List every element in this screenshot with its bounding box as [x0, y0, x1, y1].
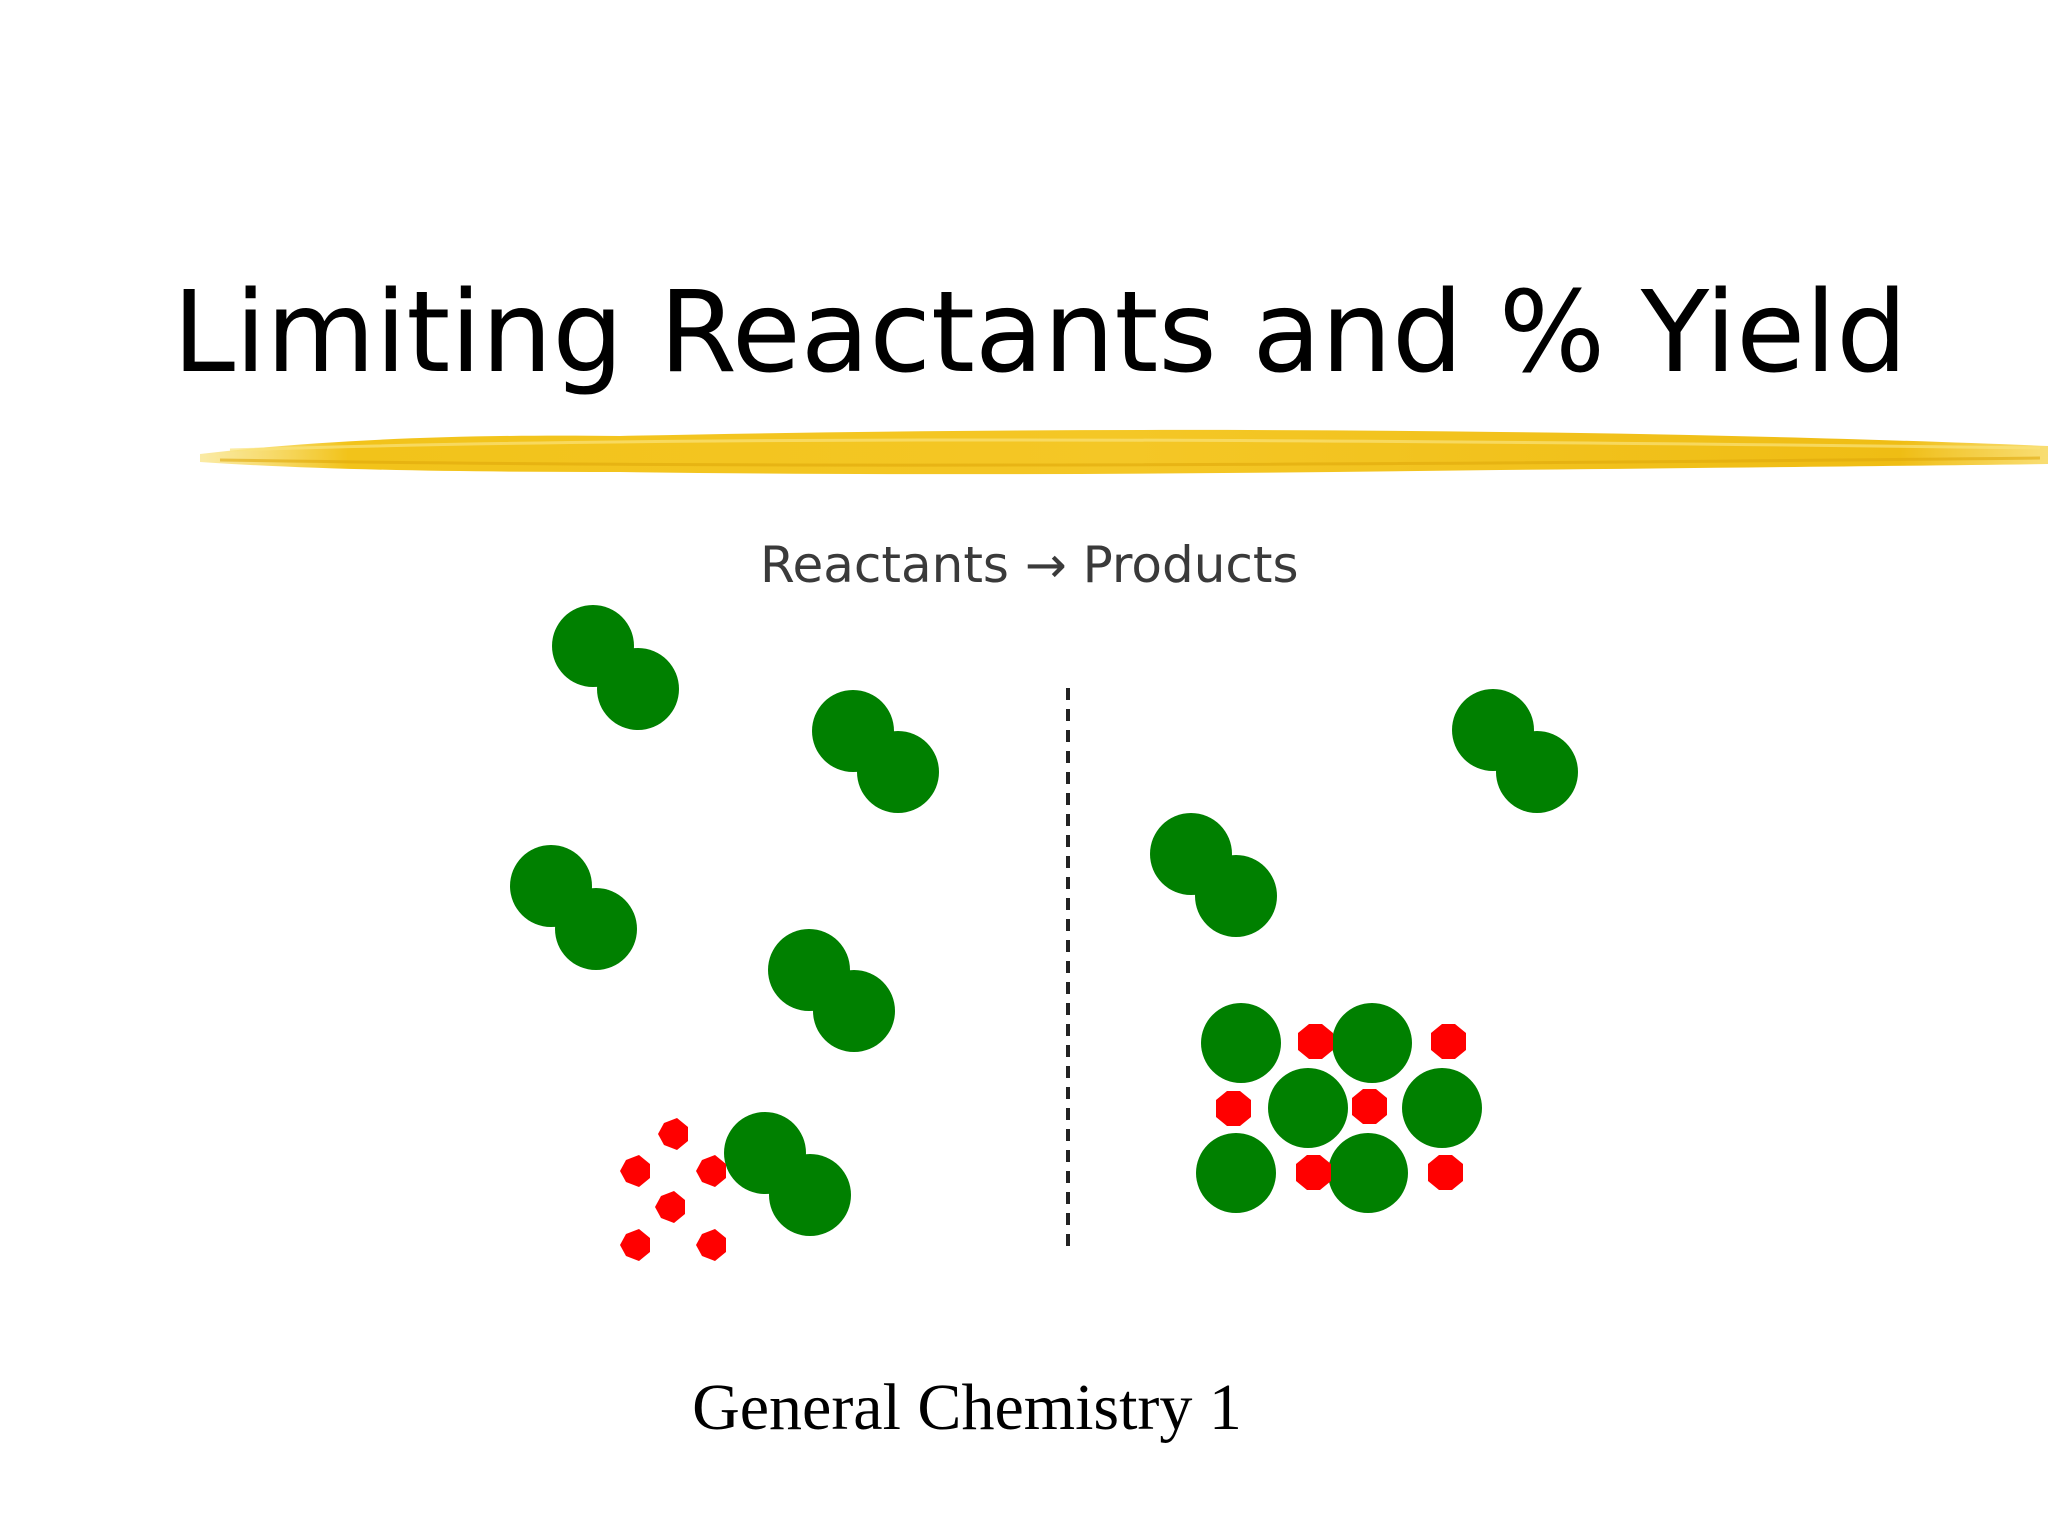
reactant-red-atoms [620, 1118, 726, 1261]
reactant-green-molecule [812, 690, 939, 813]
reaction-diagram [510, 605, 1578, 1261]
reactant-green-molecule [510, 845, 637, 970]
reactant-green-molecule [768, 929, 895, 1052]
slide-footer: General Chemistry 1 [692, 1371, 1242, 1444]
product-leftover-green-molecule [1452, 689, 1578, 813]
reactant-green-molecule [552, 605, 679, 730]
slide-title: Limiting Reactants and % Yield [172, 268, 1908, 398]
product-leftover-green-molecule [1150, 813, 1277, 937]
yellow-brush-stroke-divider [200, 429, 2048, 475]
reactant-green-molecule [724, 1112, 851, 1236]
diagram-caption: Reactants → Products [760, 536, 1299, 594]
product-lattice [1196, 1003, 1482, 1213]
